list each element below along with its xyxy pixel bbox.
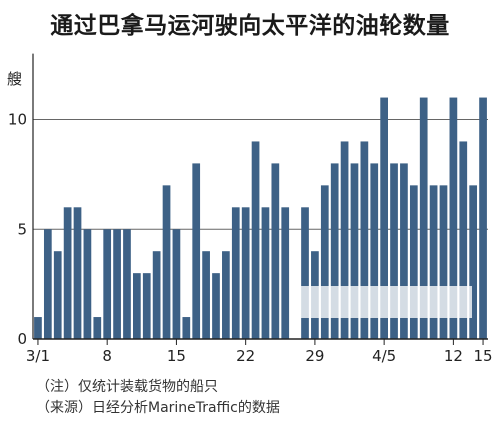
bar: [172, 229, 181, 339]
x-tick-label: 15: [167, 347, 186, 365]
bar: [222, 251, 230, 339]
bar: [192, 163, 201, 339]
x-tick-label: 3/1: [26, 347, 50, 365]
x-tick-label: 12: [444, 347, 463, 365]
bar: [459, 141, 468, 339]
bar: [301, 207, 309, 339]
bar: [400, 163, 408, 339]
bar: [113, 229, 121, 339]
bar: [409, 185, 418, 339]
bar: [479, 97, 487, 339]
bar: [340, 141, 349, 339]
bar: [419, 97, 428, 339]
bar: [429, 185, 438, 339]
bar: [231, 207, 240, 339]
bar: [370, 163, 379, 339]
bar: [212, 273, 220, 339]
x-tick-label: 15: [474, 347, 493, 365]
bar: [63, 207, 72, 339]
bar: [350, 163, 359, 339]
watermark-logo: [292, 286, 472, 318]
x-tick-label: 8: [102, 347, 112, 365]
y-tick-label: 10: [8, 111, 27, 129]
bar: [202, 251, 210, 339]
bar: [103, 229, 112, 339]
y-tick-label: 0: [17, 330, 27, 348]
bar: [142, 273, 151, 339]
bar: [469, 185, 478, 339]
bar: [390, 163, 398, 339]
chart-notes: （注）仅统计装载货物的船只 （来源）日经分析MarineTraffic的数据: [36, 377, 280, 419]
note-text: （注）仅统计装载货物的船只: [36, 379, 218, 395]
bar: [83, 229, 92, 339]
bar: [261, 207, 270, 339]
bar: [449, 97, 458, 339]
bar: [360, 141, 369, 339]
y-axis-unit-label: 艘: [7, 70, 23, 88]
bar: [281, 207, 290, 339]
bar: [53, 251, 62, 339]
bar: [320, 185, 329, 339]
bar: [330, 163, 339, 339]
bar: [43, 229, 52, 339]
x-tick-label: 4/5: [372, 347, 396, 365]
bar: [271, 163, 280, 339]
bar: [251, 141, 260, 339]
bar: [439, 185, 448, 339]
source-text: （来源）日经分析MarineTraffic的数据: [36, 400, 280, 416]
bar: [34, 317, 42, 339]
bar: [152, 251, 161, 339]
bar: [162, 185, 171, 339]
x-tick-label: 29: [305, 347, 324, 365]
y-tick-label: 5: [17, 220, 27, 238]
bar: [133, 273, 141, 339]
x-tick-label: 22: [236, 347, 255, 365]
bar: [241, 207, 250, 339]
bar: [73, 207, 82, 339]
bar: [93, 317, 102, 339]
bar: [182, 317, 191, 339]
bar: [380, 97, 388, 339]
bar: [123, 229, 131, 339]
chart-title: 通过巴拿马运河驶向太平洋的油轮数量: [50, 13, 450, 39]
